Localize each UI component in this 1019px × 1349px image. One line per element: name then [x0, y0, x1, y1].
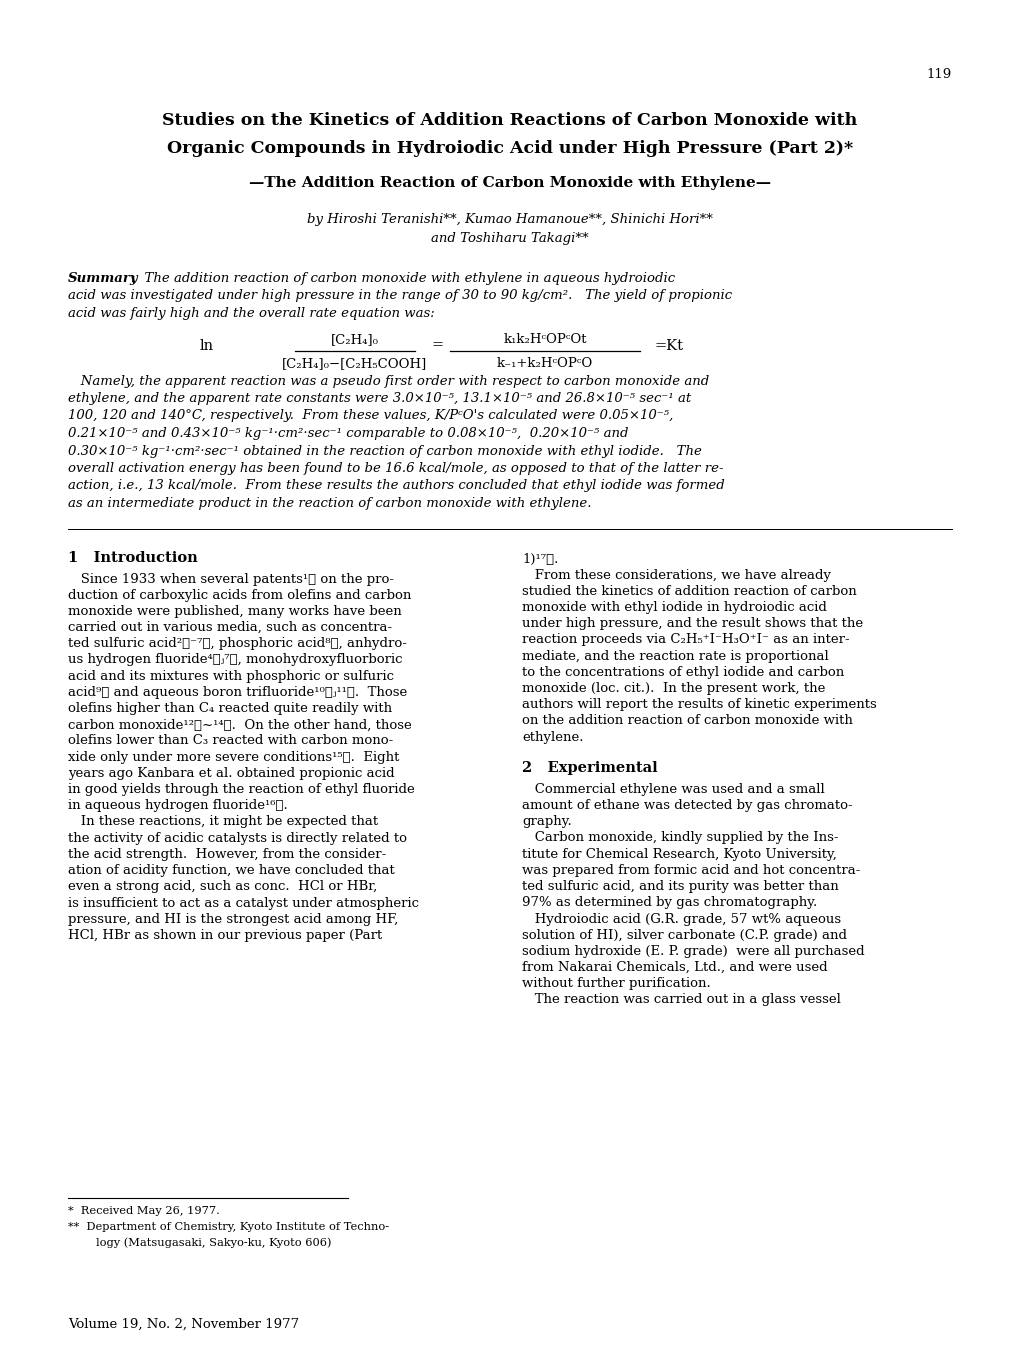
- Text: in good yields through the reaction of ethyl fluoride: in good yields through the reaction of e…: [68, 784, 415, 796]
- Text: was prepared from formic acid and hot concentra-: was prepared from formic acid and hot co…: [522, 863, 860, 877]
- Text: **  Department of Chemistry, Kyoto Institute of Techno-: ** Department of Chemistry, Kyoto Instit…: [68, 1222, 388, 1232]
- Text: Since 1933 when several patents¹⦾ on the pro-: Since 1933 when several patents¹⦾ on the…: [68, 572, 393, 585]
- Text: 1)¹⁷⦾.: 1)¹⁷⦾.: [522, 553, 557, 565]
- Text: acid⁹⦾ and aqueous boron trifluoride¹⁰⦾ⱼ¹¹⦾.  Those: acid⁹⦾ and aqueous boron trifluoride¹⁰⦾ⱼ…: [68, 685, 407, 699]
- Text: k₋₁+k₂HᶜOPᶜO: k₋₁+k₂HᶜOPᶜO: [496, 357, 592, 370]
- Text: without further purification.: without further purification.: [522, 977, 710, 990]
- Text: amount of ethane was detected by gas chromato-: amount of ethane was detected by gas chr…: [522, 799, 852, 812]
- Text: ethylene, and the apparent rate constants were 3.0×10⁻⁵, 13.1×10⁻⁵ and 26.8×10⁻⁵: ethylene, and the apparent rate constant…: [68, 393, 691, 405]
- Text: monoxide with ethyl iodide in hydroiodic acid: monoxide with ethyl iodide in hydroiodic…: [522, 602, 826, 614]
- Text: *  Received May 26, 1977.: * Received May 26, 1977.: [68, 1206, 220, 1215]
- Text: graphy.: graphy.: [522, 815, 572, 828]
- Text: even a strong acid, such as conc.  HCl or HBr,: even a strong acid, such as conc. HCl or…: [68, 881, 377, 893]
- Text: acid was fairly high and the overall rate equation was:: acid was fairly high and the overall rat…: [68, 308, 434, 320]
- Text: mediate, and the reaction rate is proportional: mediate, and the reaction rate is propor…: [522, 650, 828, 662]
- Text: monoxide were published, many works have been: monoxide were published, many works have…: [68, 604, 401, 618]
- Text: ln: ln: [200, 339, 214, 352]
- Text: logy (Matsugasaki, Sakyo-ku, Kyoto 606): logy (Matsugasaki, Sakyo-ku, Kyoto 606): [77, 1237, 331, 1248]
- Text: 1   Introduction: 1 Introduction: [68, 550, 198, 564]
- Text: duction of carboxylic acids from olefins and carbon: duction of carboxylic acids from olefins…: [68, 588, 411, 602]
- Text: overall activation energy has been found to be 16.6 kcal/mole, as opposed to tha: overall activation energy has been found…: [68, 461, 722, 475]
- Text: olefins lower than C₃ reacted with carbon mono-: olefins lower than C₃ reacted with carbo…: [68, 734, 393, 747]
- Text: [C₂H₄]₀−[C₂H₅COOH]: [C₂H₄]₀−[C₂H₅COOH]: [282, 357, 427, 370]
- Text: [C₂H₄]₀: [C₂H₄]₀: [331, 333, 379, 345]
- Text: ation of acidity function, we have concluded that: ation of acidity function, we have concl…: [68, 865, 394, 877]
- Text: 100, 120 and 140°C, respectively.  From these values, K/PᶜO's calculated were 0.: 100, 120 and 140°C, respectively. From t…: [68, 410, 673, 422]
- Text: to the concentrations of ethyl iodide and carbon: to the concentrations of ethyl iodide an…: [522, 666, 844, 679]
- Text: Studies on the Kinetics of Addition Reactions of Carbon Monoxide with: Studies on the Kinetics of Addition Reac…: [162, 112, 857, 130]
- Text: olefins higher than C₄ reacted quite readily with: olefins higher than C₄ reacted quite rea…: [68, 701, 391, 715]
- Text: monoxide (loc. cit.).  In the present work, the: monoxide (loc. cit.). In the present wor…: [522, 683, 824, 695]
- Text: =: =: [432, 339, 443, 352]
- Text: on the addition reaction of carbon monoxide with: on the addition reaction of carbon monox…: [522, 715, 852, 727]
- Text: acid and its mixtures with phosphoric or sulfuric: acid and its mixtures with phosphoric or…: [68, 669, 393, 683]
- Text: Namely, the apparent reaction was a pseudo first order with respect to carbon mo: Namely, the apparent reaction was a pseu…: [68, 375, 708, 387]
- Text: in aqueous hydrogen fluoride¹⁶⦾.: in aqueous hydrogen fluoride¹⁶⦾.: [68, 800, 287, 812]
- Text: —The Addition Reaction of Carbon Monoxide with Ethylene—: —The Addition Reaction of Carbon Monoxid…: [249, 175, 770, 190]
- Text: acid was investigated under high pressure in the range of 30 to 90 kg/cm².   The: acid was investigated under high pressur…: [68, 290, 732, 302]
- Text: 0.30×10⁻⁵ kg⁻¹·cm²·sec⁻¹ obtained in the reaction of carbon monoxide with ethyl : 0.30×10⁻⁵ kg⁻¹·cm²·sec⁻¹ obtained in the…: [68, 445, 701, 457]
- Text: :: :: [129, 272, 135, 285]
- Text: years ago Kanbara et al. obtained propionic acid: years ago Kanbara et al. obtained propio…: [68, 766, 394, 780]
- Text: titute for Chemical Research, Kyoto University,: titute for Chemical Research, Kyoto Univ…: [522, 847, 836, 861]
- Text: The addition reaction of carbon monoxide with ethylene in aqueous hydroiodic: The addition reaction of carbon monoxide…: [136, 272, 675, 285]
- Text: carbon monoxide¹²⦾∼¹⁴⦾.  On the other hand, those: carbon monoxide¹²⦾∼¹⁴⦾. On the other han…: [68, 718, 412, 731]
- Text: HCl, HBr as shown in our previous paper (Part: HCl, HBr as shown in our previous paper …: [68, 929, 382, 942]
- Text: xide only under more severe conditions¹⁵⦾.  Eight: xide only under more severe conditions¹⁵…: [68, 750, 399, 764]
- Text: Hydroiodic acid (G.R. grade, 57 wt% aqueous: Hydroiodic acid (G.R. grade, 57 wt% aque…: [522, 912, 841, 925]
- Text: ted sulfuric acid²⦾⁻⁷⦾, phosphoric acid⁸⦾, anhydro-: ted sulfuric acid²⦾⁻⁷⦾, phosphoric acid⁸…: [68, 637, 407, 650]
- Text: by Hiroshi Teranishi**, Kumao Hamanoue**, Shinichi Hori**: by Hiroshi Teranishi**, Kumao Hamanoue**…: [307, 213, 712, 227]
- Text: carried out in various media, such as concentra-: carried out in various media, such as co…: [68, 621, 391, 634]
- Text: is insufficient to act as a catalyst under atmospheric: is insufficient to act as a catalyst und…: [68, 897, 419, 909]
- Text: Organic Compounds in Hydroiodic Acid under High Pressure (Part 2)*: Organic Compounds in Hydroiodic Acid und…: [167, 140, 852, 156]
- Text: 119: 119: [926, 67, 951, 81]
- Text: sodium hydroxide (E. P. grade)  were all purchased: sodium hydroxide (E. P. grade) were all …: [522, 944, 864, 958]
- Text: The reaction was carried out in a glass vessel: The reaction was carried out in a glass …: [522, 993, 840, 1006]
- Text: From these considerations, we have already: From these considerations, we have alrea…: [522, 569, 830, 581]
- Text: the activity of acidic catalysts is directly related to: the activity of acidic catalysts is dire…: [68, 832, 407, 844]
- Text: under high pressure, and the result shows that the: under high pressure, and the result show…: [522, 618, 862, 630]
- Text: us hydrogen fluoride⁴⦾ⱼ⁷⦾, monohydroxyfluorboric: us hydrogen fluoride⁴⦾ⱼ⁷⦾, monohydroxyfl…: [68, 653, 403, 666]
- Text: k₁k₂HᶜOPᶜOt: k₁k₂HᶜOPᶜOt: [502, 333, 586, 345]
- Text: ted sulfuric acid, and its purity was better than: ted sulfuric acid, and its purity was be…: [522, 880, 838, 893]
- Text: from Nakarai Chemicals, Ltd., and were used: from Nakarai Chemicals, Ltd., and were u…: [522, 960, 826, 974]
- Text: ethylene.: ethylene.: [522, 731, 583, 743]
- Text: 0.21×10⁻⁵ and 0.43×10⁻⁵ kg⁻¹·cm²·sec⁻¹ comparable to 0.08×10⁻⁵,  0.20×10⁻⁵ and: 0.21×10⁻⁵ and 0.43×10⁻⁵ kg⁻¹·cm²·sec⁻¹ c…: [68, 428, 628, 440]
- Text: action, i.e., 13 kcal/mole.  From these results the authors concluded that ethyl: action, i.e., 13 kcal/mole. From these r…: [68, 479, 725, 492]
- Text: Carbon monoxide, kindly supplied by the Ins-: Carbon monoxide, kindly supplied by the …: [522, 831, 838, 844]
- Text: authors will report the results of kinetic experiments: authors will report the results of kinet…: [522, 699, 876, 711]
- Text: studied the kinetics of addition reaction of carbon: studied the kinetics of addition reactio…: [522, 585, 856, 598]
- Text: =Kt: =Kt: [654, 339, 684, 352]
- Text: 2   Experimental: 2 Experimental: [522, 761, 657, 774]
- Text: solution of HI), silver carbonate (C.P. grade) and: solution of HI), silver carbonate (C.P. …: [522, 928, 846, 942]
- Text: Volume 19, No. 2, November 1977: Volume 19, No. 2, November 1977: [68, 1318, 299, 1331]
- Text: pressure, and HI is the strongest acid among HF,: pressure, and HI is the strongest acid a…: [68, 913, 397, 925]
- Text: the acid strength.  However, from the consider-: the acid strength. However, from the con…: [68, 849, 386, 861]
- Text: In these reactions, it might be expected that: In these reactions, it might be expected…: [68, 816, 378, 828]
- Text: as an intermediate product in the reaction of carbon monoxide with ethylene.: as an intermediate product in the reacti…: [68, 496, 591, 510]
- Text: 97% as determined by gas chromatography.: 97% as determined by gas chromatography.: [522, 896, 816, 909]
- Text: Commercial ethylene was used and a small: Commercial ethylene was used and a small: [522, 782, 824, 796]
- Text: reaction proceeds via C₂H₅⁺I⁻H₃O⁺I⁻ as an inter-: reaction proceeds via C₂H₅⁺I⁻H₃O⁺I⁻ as a…: [522, 634, 849, 646]
- Text: and Toshiharu Takagi**: and Toshiharu Takagi**: [431, 232, 588, 246]
- Text: Summary: Summary: [68, 272, 139, 285]
